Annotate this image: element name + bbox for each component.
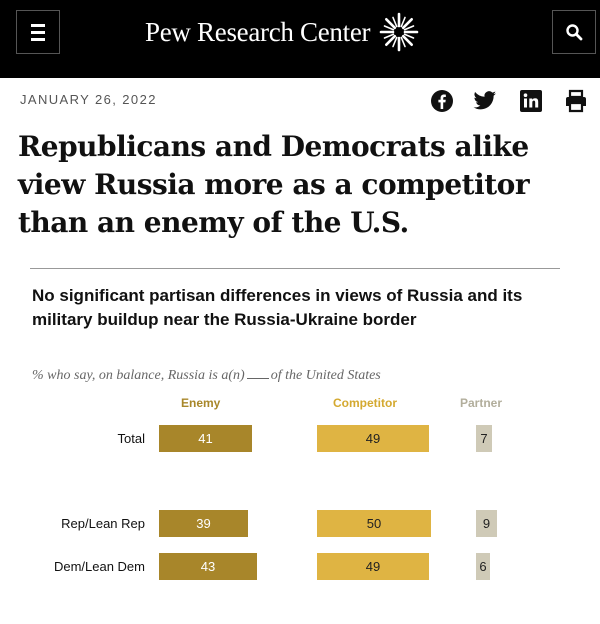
article-headline: Republicans and Democrats alike view Rus… [18, 130, 530, 239]
column-header-partner: Partner [460, 396, 503, 410]
section-divider [30, 268, 560, 269]
bar-value-label: 41 [198, 431, 213, 446]
bar-value-label: 9 [482, 516, 491, 531]
share-facebook-button[interactable] [429, 88, 455, 114]
linkedin-icon [520, 90, 542, 112]
print-button[interactable] [563, 88, 589, 114]
starburst-logo-icon [379, 12, 419, 52]
bar-value-label: 43 [200, 559, 216, 574]
column-header-competitor: Competitor [333, 396, 397, 410]
share-twitter-button[interactable] [472, 88, 498, 114]
row-label-total: Total [117, 431, 145, 446]
subtitle-blank-line [246, 378, 269, 379]
search-button[interactable] [552, 10, 596, 54]
bar-value-label: 7 [480, 431, 488, 446]
bar-competitor-1: 50 [317, 510, 431, 537]
chart-subtitle-before: % who say, on balance, Russia is a(n) [32, 368, 245, 383]
chart-subtitle-after: of the United States [270, 368, 381, 383]
row-label-rep-lean-rep: Rep/Lean Rep [61, 516, 145, 531]
column-header-enemy: Enemy [181, 396, 221, 410]
bar-competitor-0: 49 [317, 425, 429, 452]
brand-name[interactable]: Pew Research Center [145, 16, 371, 47]
chart-subtitle: % who say, on balance, Russia is a(n) of … [32, 368, 381, 384]
bar-partner-2: 6 [476, 553, 490, 580]
share-linkedin-button[interactable] [518, 88, 544, 114]
bar-value-label: 39 [196, 516, 211, 531]
chart-title: No significant partisan differences in v… [32, 286, 523, 329]
twitter-icon [473, 91, 496, 110]
search-icon [566, 24, 583, 41]
bar-partner-1: 9 [476, 510, 497, 537]
row-label-dem-lean-dem: Dem/Lean Dem [53, 559, 145, 574]
bar-competitor-2: 49 [317, 553, 429, 580]
bar-value-label: 49 [365, 431, 381, 446]
bar-value-label: 49 [365, 559, 381, 574]
bar-value-label: 6 [479, 559, 487, 574]
top-navigation-bar: Pew Research Center [0, 0, 600, 78]
bar-value-label: 50 [366, 516, 382, 531]
bar-enemy-1: 39 [159, 510, 248, 537]
bar-enemy-0: 41 [159, 425, 252, 452]
publish-date: JANUARY 26, 2022 [20, 92, 157, 107]
hamburger-menu-icon[interactable] [16, 10, 60, 54]
facebook-icon [431, 90, 453, 112]
bar-enemy-2: 43 [159, 553, 257, 580]
bar-partner-0: 7 [476, 425, 492, 452]
print-icon [566, 89, 586, 113]
brand-logo[interactable]: Pew Research Center [145, 12, 420, 52]
